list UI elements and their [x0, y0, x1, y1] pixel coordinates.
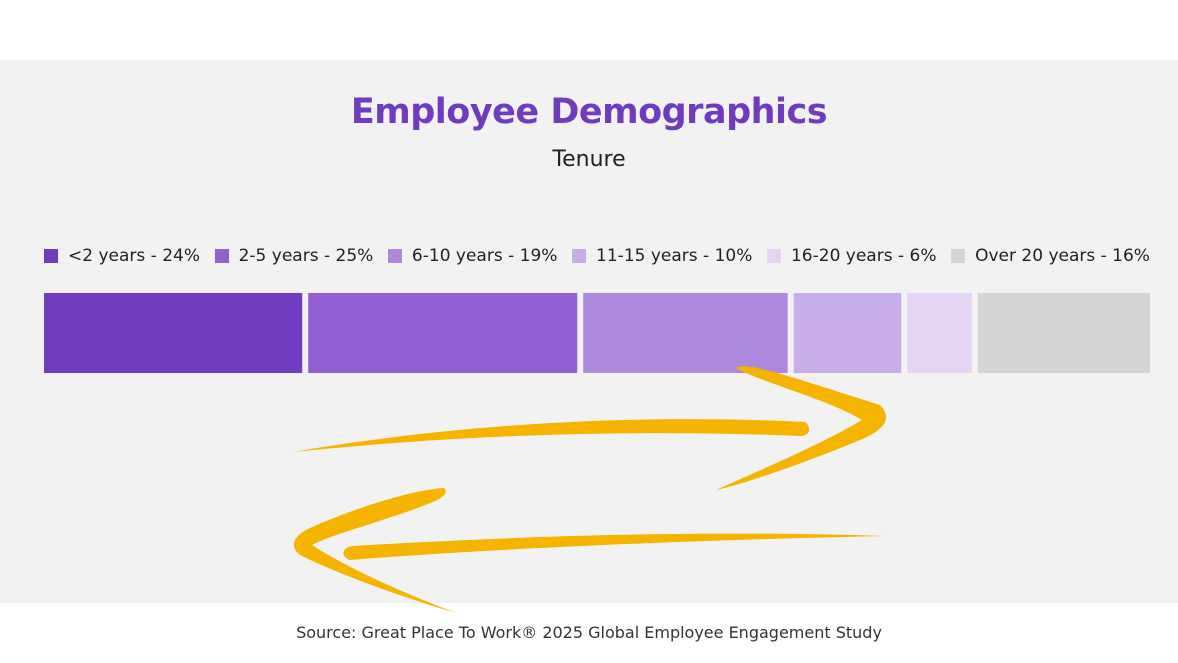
right-arrow-head: [716, 366, 887, 490]
bar-segment-1: [308, 293, 578, 373]
bar-segment-5: [977, 293, 1150, 373]
legend-label: <2 years - 24%: [68, 246, 200, 266]
legend-swatch: [214, 249, 229, 263]
legend-label: Over 20 years - 16%: [975, 246, 1150, 266]
legend-swatch: [387, 249, 402, 263]
chart-title: Employee Demographics: [350, 92, 828, 132]
legend-swatch: [766, 249, 781, 263]
legend: <2 years - 24% 2-5 years - 25% 6-10 years …: [44, 246, 1150, 266]
chart-subtitle: Tenure: [552, 147, 626, 172]
legend-item: 6-10 years - 19%: [387, 246, 558, 266]
bar-segment-0: [44, 293, 303, 373]
legend-swatch: [572, 249, 587, 263]
left-arrow-head: [293, 488, 457, 613]
legend-item: 16-20 years - 6%: [766, 246, 937, 266]
left-arrow-shaft: [343, 533, 885, 560]
bar-segment-3: [793, 293, 902, 373]
legend-label: 6-10 years - 19%: [411, 246, 558, 266]
legend-item: 11-15 years - 10%: [572, 246, 752, 266]
legend-label: 2-5 years - 25%: [238, 246, 374, 266]
legend-swatch: [951, 249, 966, 263]
arrow-annotations: [293, 366, 887, 613]
source-note: Source: Great Place To Work® 2025 Global…: [296, 623, 882, 642]
legend-label: 11-15 years - 10%: [596, 246, 753, 266]
legend-item: Over 20 years - 16%: [951, 246, 1150, 266]
bar-segment-4: [907, 293, 972, 373]
legend-item: <2 years - 24%: [44, 246, 200, 266]
legend-swatch: [44, 249, 58, 263]
bar-segment-2: [583, 293, 788, 373]
legend-item: 2-5 years - 25%: [214, 246, 374, 266]
legend-label: 16-20 years - 6%: [790, 246, 937, 266]
right-arrow-shaft: [293, 419, 810, 452]
